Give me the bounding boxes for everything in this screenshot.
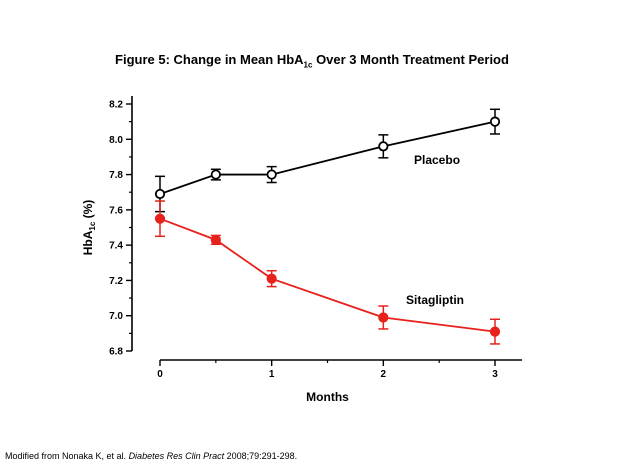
y-tick-label: 7.6 — [109, 205, 123, 216]
data-point — [154, 213, 166, 224]
y-axis-title-subscript: 1c — [88, 221, 97, 230]
series-line — [159, 217, 496, 333]
y-tick-label: 8.0 — [109, 135, 123, 146]
source-note-journal: Diabetes Res Clin Pract — [128, 451, 225, 461]
chart-title: Figure 5: Change in Mean HbA1c Over 3 Mo… — [0, 52, 624, 70]
source-note-citation: 2008;79:291-298. — [224, 451, 298, 461]
source-note-text: Modified from Nonaka K, et al. — [5, 451, 129, 461]
x-axis-title: Months — [306, 390, 349, 404]
source-note: Modified from Nonaka K, et al. Diabetes … — [5, 451, 297, 461]
data-point — [378, 312, 389, 323]
x-tick-label: 0 — [157, 369, 163, 380]
series-sitagliptin: Sitagliptin — [154, 200, 501, 345]
data-point — [266, 169, 277, 180]
y-axis-title: HbA1c (%) — [81, 200, 97, 256]
chart-title-suffix: Over 3 Month Treatment Period — [312, 52, 509, 67]
y-tick-label: 7.0 — [109, 311, 123, 322]
x-tick-label: 2 — [381, 369, 387, 380]
data-point — [210, 234, 221, 245]
x-tick-label: 3 — [492, 369, 498, 380]
chart-title-text: Figure 5: Change in Mean HbA — [115, 52, 304, 67]
series-placebo: Placebo — [154, 108, 501, 213]
data-point — [154, 188, 166, 200]
series-label-sitagliptin: Sitagliptin — [406, 293, 464, 307]
y-tick-label: 7.8 — [109, 170, 123, 181]
y-axis-title-text: HbA — [81, 230, 95, 255]
y-tick-label: 6.8 — [109, 347, 123, 358]
data-point — [489, 116, 501, 127]
chart-title-subscript: 1c — [303, 60, 313, 70]
y-tick-label: 8.2 — [109, 100, 123, 111]
x-tick-label: 1 — [269, 369, 275, 380]
data-point — [489, 326, 501, 337]
data-point — [266, 273, 277, 284]
data-point — [378, 141, 389, 152]
data-point — [210, 169, 221, 180]
y-axis-title-unit: (%) — [81, 200, 95, 222]
y-tick-label: 7.2 — [109, 276, 123, 287]
series-label-placebo: Placebo — [414, 153, 460, 167]
y-tick-label: 7.4 — [109, 241, 123, 252]
